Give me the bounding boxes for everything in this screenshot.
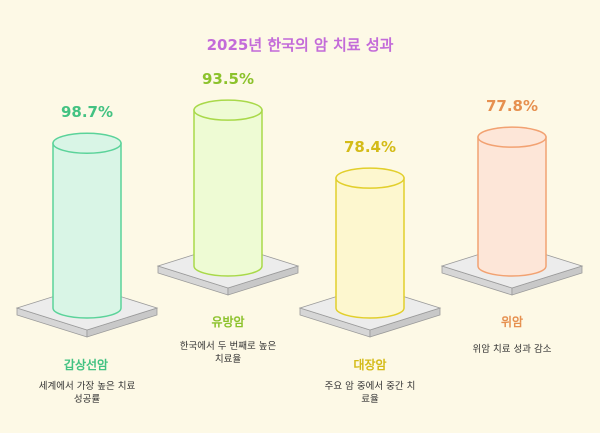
description-breast: 한국에서 두 번째로 높은 치료율 — [153, 340, 303, 366]
value-label-colorectal: 78.4% — [343, 138, 397, 157]
chart-title: 2025년 한국의 암 치료 성과 — [206, 36, 394, 54]
description-line: 치료율 — [214, 354, 242, 365]
cylinder-bar — [193, 109, 263, 277]
value-label-breast: 93.5% — [201, 70, 255, 89]
cylinder-top — [335, 167, 405, 189]
value-label-stomach: 77.8% — [485, 97, 539, 116]
cylinder-bar — [335, 177, 405, 319]
cylinder-top — [477, 126, 547, 148]
cylinder-bar — [52, 142, 122, 319]
category-label-stomach: 위암 — [500, 315, 524, 329]
category-label-breast: 유방암 — [211, 315, 245, 329]
cylinder-top — [193, 99, 263, 121]
description-colorectal: 주요 암 중에서 중간 치 료율 — [295, 380, 445, 406]
value-label-thyroid: 98.7% — [60, 103, 114, 122]
description-thyroid: 세계에서 가장 높은 치료 성공률 — [12, 380, 162, 406]
category-label-colorectal: 대장암 — [353, 358, 387, 372]
category-label-thyroid: 갑상선암 — [63, 358, 109, 372]
description-stomach: 위암 치료 성과 감소 — [437, 343, 587, 356]
cylinder-top — [52, 132, 122, 154]
description-line: 위암 치료 성과 감소 — [472, 344, 552, 355]
description-line: 한국에서 두 번째로 높은 — [179, 341, 277, 352]
description-line: 료율 — [361, 394, 379, 405]
description-line: 주요 암 중에서 중간 치 — [324, 381, 416, 392]
cylinder-bar — [477, 136, 547, 277]
description-line: 성공률 — [73, 394, 101, 405]
description-line: 세계에서 가장 높은 치료 — [38, 381, 136, 392]
